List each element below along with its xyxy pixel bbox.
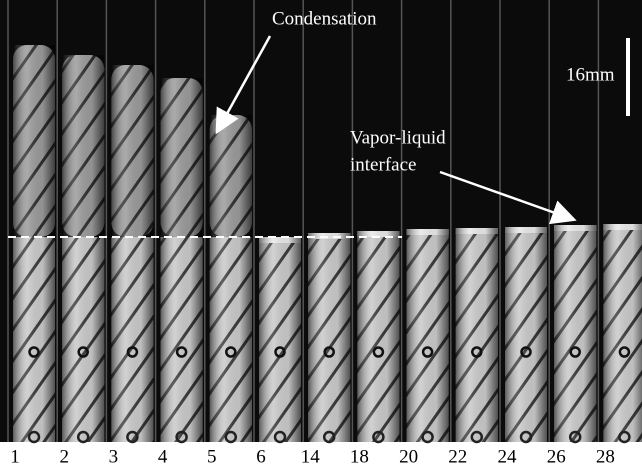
shading [357, 231, 400, 442]
frame-label: 28 [596, 446, 615, 467]
annotation: Vapor-liquid [350, 127, 446, 148]
marker-dot [76, 430, 90, 444]
frame-label: 6 [256, 446, 266, 467]
marker-dot [471, 346, 483, 358]
shading [111, 65, 154, 442]
marker-dot [274, 346, 286, 358]
frame-label: 20 [399, 446, 418, 467]
shading [554, 225, 597, 442]
frame-label: 26 [547, 446, 566, 467]
arrow [439, 170, 577, 225]
marker-dot [224, 430, 238, 444]
frame-label: 22 [448, 446, 467, 467]
frame-label: 24 [498, 446, 518, 467]
shading [455, 228, 498, 442]
marker-dot [421, 430, 434, 444]
shading [209, 115, 252, 442]
frame-label: 14 [301, 446, 321, 467]
frame-label: 4 [158, 446, 168, 467]
marker-dot [126, 430, 139, 444]
frame-label: 3 [109, 446, 119, 467]
marker-dot [618, 430, 631, 444]
arrow [215, 35, 272, 135]
frame-label: 1 [10, 446, 20, 467]
shading [406, 229, 449, 442]
annotation: interface [350, 154, 416, 175]
marker-dot [372, 430, 385, 444]
marker-dot [372, 346, 385, 358]
marker-dot [421, 346, 434, 358]
marker-dot [175, 346, 188, 358]
shading [603, 224, 642, 442]
marker-dot [568, 430, 582, 444]
annotation: Condensation [272, 8, 377, 29]
marker-dot [520, 346, 532, 358]
shading [62, 55, 105, 442]
marker-dot [569, 346, 581, 358]
marker-dot [618, 346, 631, 358]
shading [13, 45, 55, 442]
cylinders [7, 0, 642, 444]
marker-dot [323, 346, 335, 358]
marker-dot [273, 430, 287, 444]
annotation: 16mm [566, 64, 615, 85]
frame-label: 2 [59, 446, 69, 467]
marker-dot [28, 346, 40, 358]
marker-dot [519, 430, 533, 444]
marker-dot [77, 346, 89, 358]
frame-label: 18 [350, 446, 369, 467]
shading [259, 237, 301, 442]
marker-dot [225, 346, 237, 358]
frame-label: 5 [207, 446, 217, 467]
marker-dot [470, 430, 484, 444]
shading [308, 233, 351, 442]
marker-dot [175, 430, 188, 444]
shading [160, 78, 203, 442]
marker-dot [27, 430, 41, 444]
marker-dot [126, 346, 139, 358]
marker-dot [322, 430, 336, 444]
shading [505, 227, 547, 442]
